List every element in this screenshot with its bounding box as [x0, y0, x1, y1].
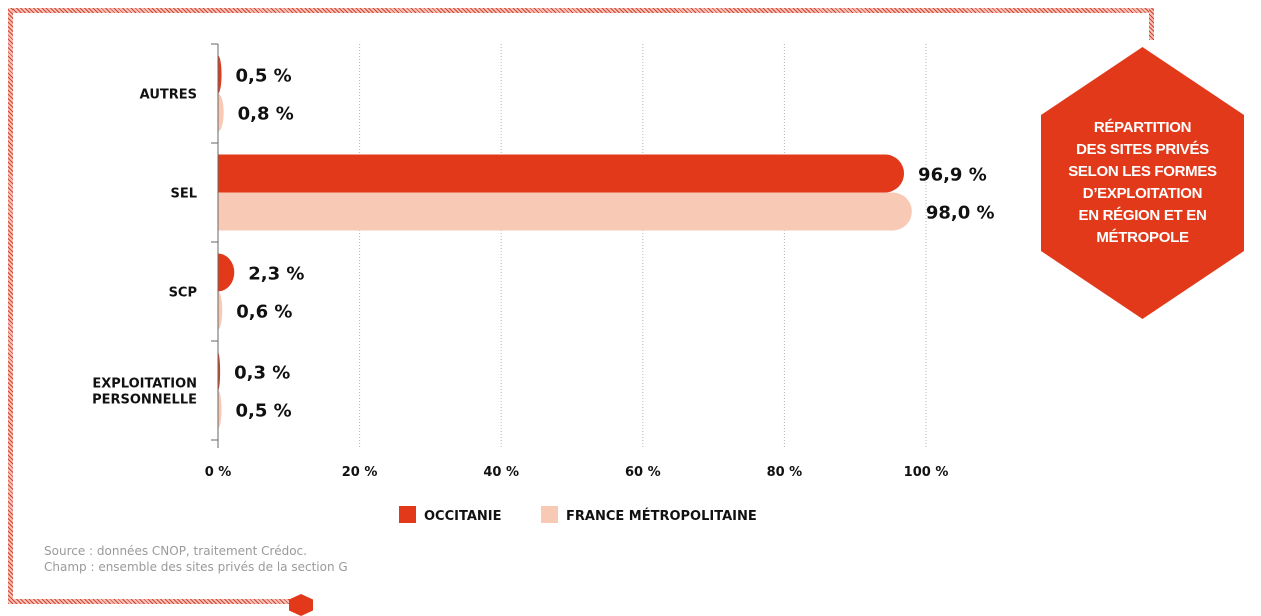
category-label: EXPLOITATION [92, 377, 197, 392]
frame-top-border [8, 8, 1154, 13]
data-label: 96,9 % [918, 165, 987, 186]
legend-swatch [399, 506, 416, 523]
title-badge-hexagon: RÉPARTITION DES SITES PRIVÉS SELON LES F… [1041, 47, 1244, 319]
data-label: 98,0 % [926, 203, 995, 224]
legend-swatch [541, 506, 558, 523]
bar-occitanie [218, 154, 905, 193]
data-label: 0,5 % [236, 66, 292, 87]
legend: OCCITANIE FRANCE MÉTROPOLITAINE [399, 506, 757, 524]
x-tick-label: 40 % [483, 465, 519, 480]
bar-occitanie [218, 55, 222, 94]
scope-line: Champ : ensemble des sites privés de la … [44, 560, 348, 574]
data-label: 2,3 % [248, 264, 304, 285]
x-tick-label: 80 % [767, 465, 803, 480]
bar-france [218, 291, 223, 330]
bar-occitanie [218, 352, 221, 391]
axes [211, 43, 219, 448]
badge-title-line: DES SITES PRIVÉS [1076, 141, 1209, 158]
grid-lines [359, 44, 927, 448]
bars [218, 55, 912, 429]
category-label: SEL [170, 187, 197, 202]
source-note: Source : données CNOP, traitement Crédoc… [44, 543, 348, 575]
data-label: 0,5 % [236, 401, 292, 422]
x-tick-label: 0 % [205, 465, 232, 480]
badge-title-line: SELON LES FORMES [1068, 163, 1217, 180]
badge-title: RÉPARTITION DES SITES PRIVÉS SELON LES F… [1068, 117, 1218, 249]
labels: 0 % 20 % 40 % 60 % 80 % 100 % AUTRES 0,5 % 0,8 %… [92, 66, 994, 481]
legend-label: FRANCE MÉTROPOLITAINE [566, 508, 757, 524]
frame-right-border [1149, 8, 1154, 40]
category-label: PERSONNELLE [92, 393, 197, 408]
bar-occitanie [218, 253, 235, 292]
data-label: 0,6 % [236, 302, 292, 323]
badge-title-line: MÉTROPOLE [1096, 229, 1189, 246]
data-label: 0,8 % [238, 104, 294, 125]
frame-left-border [8, 8, 13, 604]
x-tick-label: 20 % [342, 465, 378, 480]
frame-bottom-border [8, 599, 308, 604]
badge-title-line: RÉPARTITION [1093, 119, 1192, 136]
bar-france [218, 390, 222, 429]
bar-france [218, 93, 224, 132]
badge-title-line: D’EXPLOITATION [1082, 185, 1203, 202]
category-label: SCP [169, 286, 197, 301]
data-label: 0,3 % [234, 363, 290, 384]
badge-title-line: EN RÉGION ET EN [1078, 207, 1207, 224]
bar-france [218, 192, 912, 231]
legend-label: OCCITANIE [424, 509, 502, 524]
x-tick-label: 100 % [904, 465, 949, 480]
x-tick-label: 60 % [625, 465, 661, 480]
source-line: Source : données CNOP, traitement Crédoc… [44, 544, 307, 558]
category-label: AUTRES [140, 88, 197, 103]
